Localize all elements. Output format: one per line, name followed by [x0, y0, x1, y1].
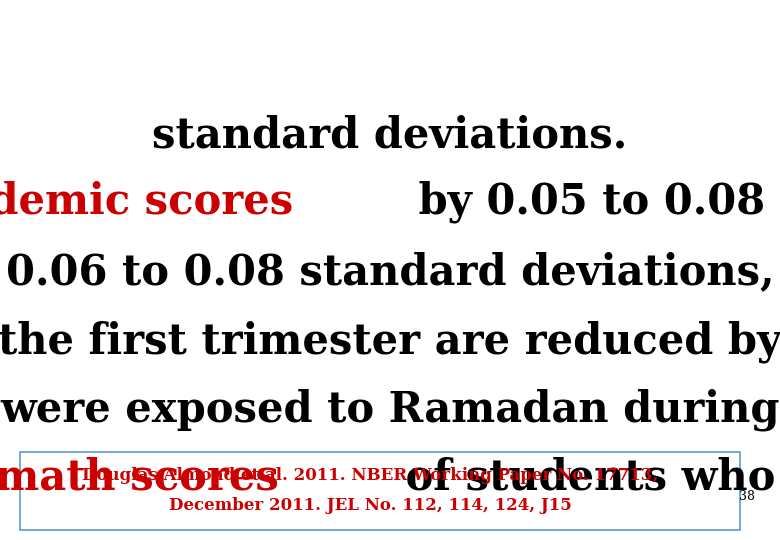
- Text: December 2011. JEL No. 112, 114, 124, J15: December 2011. JEL No. 112, 114, 124, J1…: [168, 496, 572, 514]
- Text: 38: 38: [739, 489, 755, 503]
- Text: 0.06 to 0.08 standard deviations,: 0.06 to 0.08 standard deviations,: [5, 251, 775, 293]
- Text: standard deviations.: standard deviations.: [152, 114, 628, 156]
- Text: Douglas Almond et al. 2011. NBER Working Paper No. 17713,: Douglas Almond et al. 2011. NBER Working…: [82, 467, 658, 483]
- Text: by 0.05 to 0.08: by 0.05 to 0.08: [404, 181, 765, 223]
- Bar: [20, 452, 740, 530]
- Text: of students who: of students who: [391, 457, 775, 499]
- Text: academic scores: academic scores: [0, 181, 293, 223]
- Text: The math scores: The math scores: [0, 457, 279, 499]
- Text: the first trimester are reduced by: the first trimester are reduced by: [0, 321, 780, 363]
- Text: were exposed to Ramadan during: were exposed to Ramadan during: [0, 389, 780, 431]
